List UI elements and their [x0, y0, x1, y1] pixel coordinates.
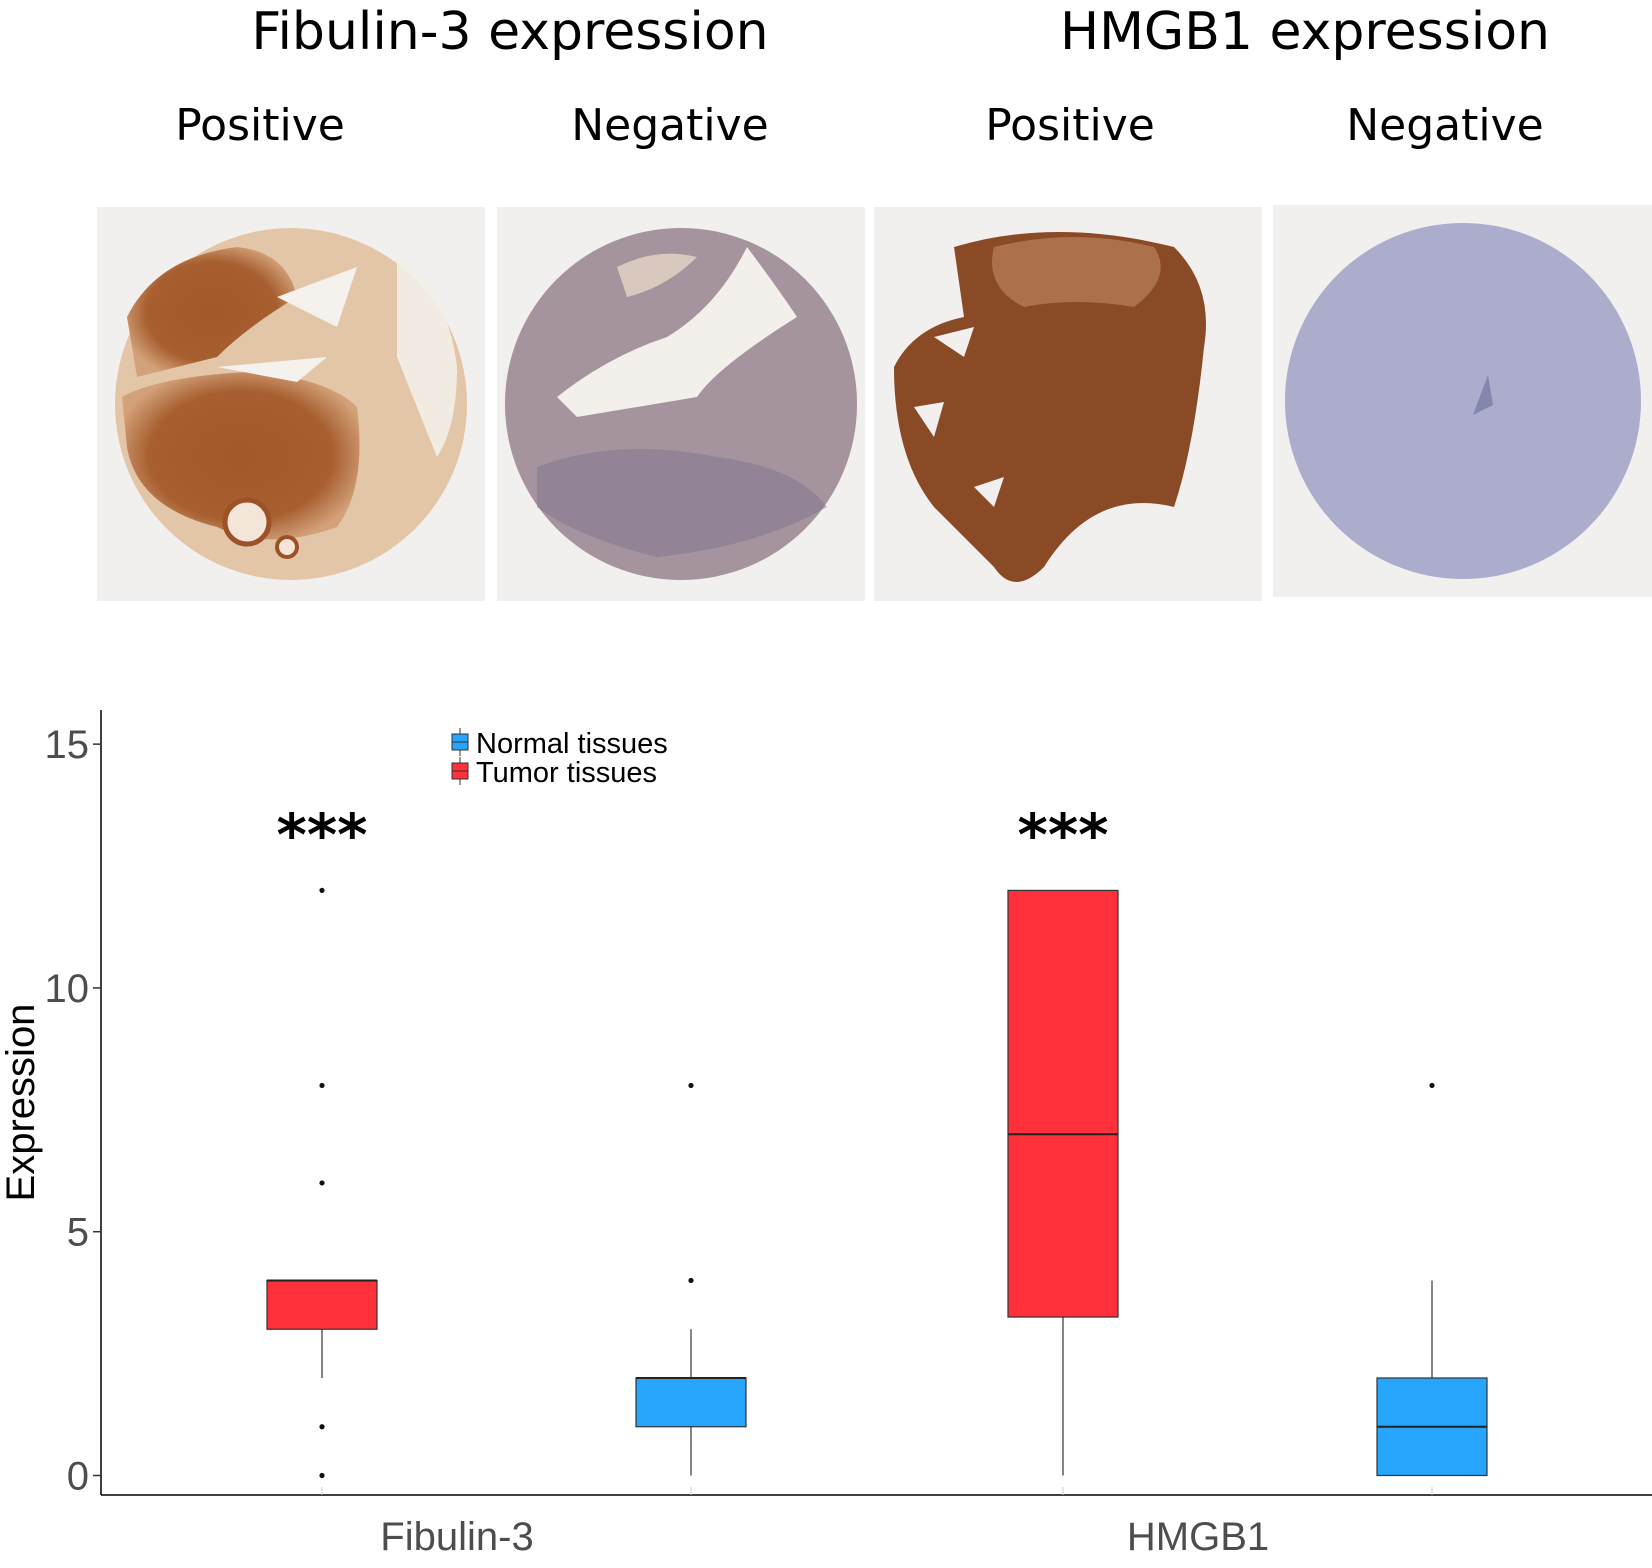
y-tick-label: 10	[45, 967, 90, 1011]
x-category-label: Fibulin-3	[380, 1515, 533, 1559]
fibulin3-negative-svg	[505, 228, 857, 580]
fibulin3-negative-image	[497, 207, 865, 601]
y-axis-title: Expression	[0, 1004, 43, 1202]
hmgb1-positive-label: Positive	[985, 100, 1155, 151]
hmgb1-negative-label: Negative	[1346, 100, 1544, 151]
hmgb1-tumor-tissues-box	[1007, 889, 1119, 1318]
fibulin-3-tumor-tissues-outlier-point	[319, 887, 325, 894]
fibulin-3-tumor-tissues-outlier-point	[319, 1472, 325, 1479]
significance-marker: ***	[1018, 801, 1109, 869]
fibulin-3-tumor-tissues-outlier-point	[319, 1082, 325, 1089]
hmgb1-group-title: HMGB1 expression	[1059, 2, 1551, 62]
expression-boxplot: 0 5 10 15 Expression Fibulin-3 HMGB1 *** *** Norm…	[0, 710, 1652, 1559]
hmgb1-positive-image	[874, 207, 1262, 601]
y-tick-label: 15	[45, 723, 90, 767]
fibulin3-positive-image	[97, 207, 485, 601]
fibulin-3-tumor-tissues-outlier-point	[319, 1424, 325, 1430]
fibulin3-negative-label: Negative	[571, 100, 769, 151]
fibulin-3-normal-tissues-outlier-point	[688, 1082, 694, 1089]
y-tick-label: 0	[67, 1454, 89, 1498]
fibulin-3-tumor-tissues-box	[266, 1279, 378, 1330]
x-category-label: HMGB1	[1127, 1515, 1269, 1559]
hmgb1-negative-image	[1273, 205, 1652, 597]
fibulin-3-tumor-tissues-outlier-point	[319, 1180, 325, 1186]
fibulin3-positive-label: Positive	[175, 100, 345, 151]
hmgb1-normal-tissues-outlier-point	[1429, 1082, 1435, 1089]
legend-label-tumor-tissues: Tumor tissues	[476, 757, 657, 789]
fibulin-3-normal-tissues-box	[635, 1377, 747, 1428]
fibulin3-positive-svg	[115, 228, 467, 580]
fibulin-3-normal-tissues-outlier-point	[688, 1277, 694, 1284]
hmgb1-positive-svg	[894, 232, 1206, 582]
hmgb1-negative-svg	[1285, 223, 1641, 579]
y-tick-label: 5	[67, 1211, 89, 1255]
significance-marker: ***	[277, 801, 368, 869]
legend-label-normal-tissues: Normal tissues	[476, 728, 668, 760]
fibulin3-group-title: Fibulin-3 expression	[251, 2, 769, 62]
